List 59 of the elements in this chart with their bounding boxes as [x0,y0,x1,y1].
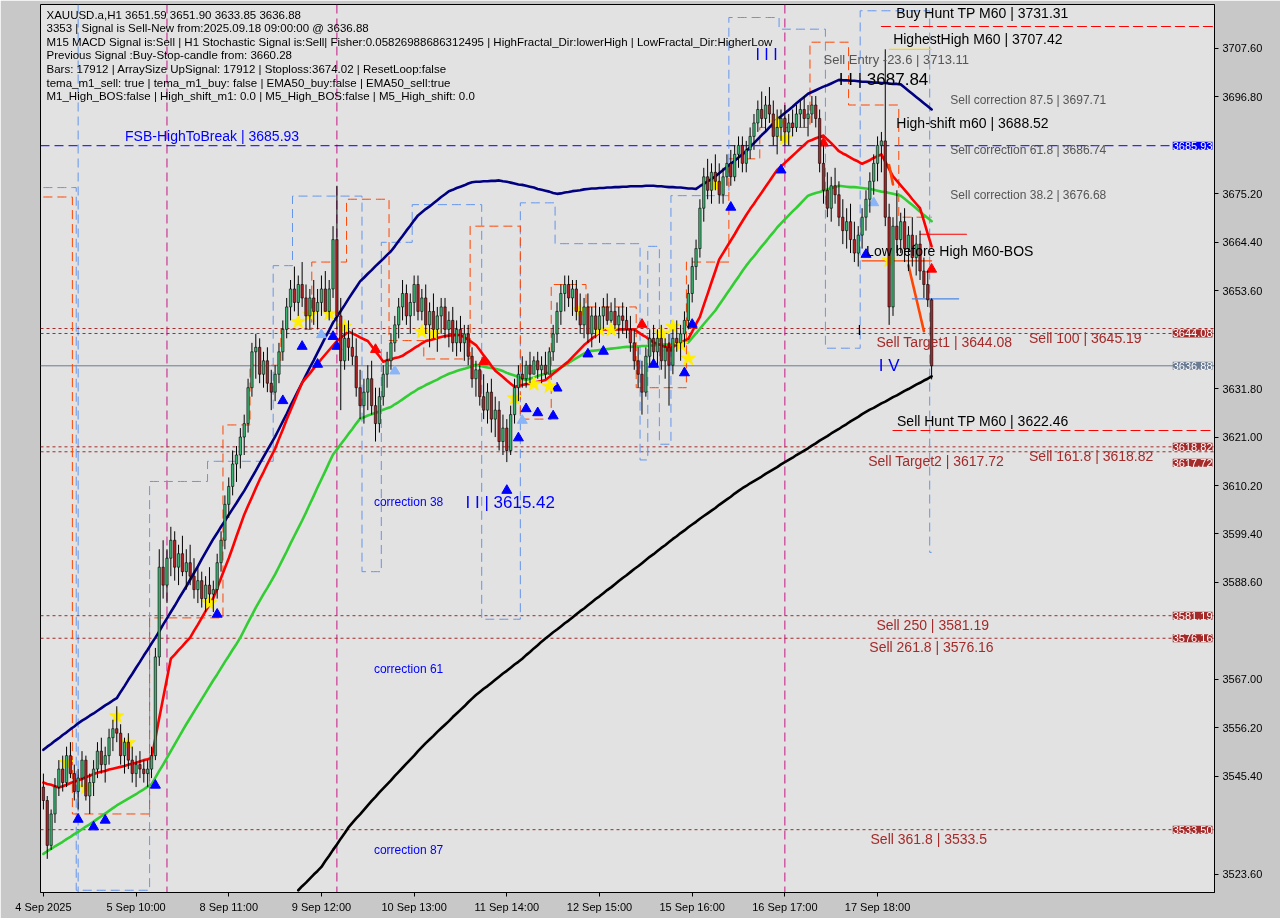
annotation: tema_m1_sell: true | tema_m1_buy: false | EMA50_buy:false | EMA50_sell:true [46,76,451,89]
series-label: HighestHigh M60 | 3707.42 [893,31,1063,48]
y-tick-label: 3588.60 [1222,576,1263,589]
annotation: Sell correction 87.5 | 3697.71 [950,93,1107,108]
y-tick-label: 3664.40 [1222,236,1263,249]
annotation: correction 87 [373,842,444,857]
x-tick-label: 9 Sep 12:00 [291,900,352,913]
annotation: Bars: 17912 | ArraySize UpSignal: 17912 | Stoploss:3674.02 | ResetLoop:false [46,62,447,75]
annotation: M15 MACD Signal is:Sell | H1 Stochastic Signal is:Sell| Fisher:0.05826988686312495 | HighFractal_Dir:lowerHigh | LowFractal_Dir:HigherLow [46,35,774,48]
annotation: Sell correction 38.2 | 3676.68 [950,187,1107,202]
annotation: Sell 250 | 3581.19 [876,616,990,633]
y-tick-label: 3567.00 [1222,673,1263,686]
annotation: Sell 361.8 | 3533.5 [870,830,988,847]
y-tick-label: 3556.20 [1222,721,1263,734]
ref-line-label: 3636.88 [1172,359,1213,372]
x-tick-label: 5 Sep 10:00 [106,900,166,913]
x-tick-label: 16 Sep 17:00 [752,900,818,913]
ref-line-label: 3618.82 [1172,440,1213,453]
ref-line-label: 3581.19 [1172,609,1213,622]
legend-label: 3617.72 [1172,456,1213,469]
annotation: Sell Target2 | 3617.72 [868,452,1005,469]
series-label: Sell Hunt TP M60 | 3622.46 [897,412,1069,429]
x-tick-label: 4 Sep 2025 [15,900,72,913]
annotation: I I | 3615.42 [465,493,555,513]
annotation: I V [878,356,901,376]
ref-line-label: 3644.08 [1172,327,1213,340]
y-tick-label: 3610.20 [1222,479,1263,492]
x-tick-label: 17 Sep 18:00 [844,900,911,913]
y-tick-label: 3523.60 [1222,868,1263,881]
ref-line-label: 3685.93 [1172,139,1213,152]
x-tick-label: 15 Sep 16:00 [659,900,725,913]
annotation: FSB-HighToBreak | 3685.93 [125,127,300,144]
annotation: Sell correction 61.8 | 3686.74 [950,143,1107,158]
y-tick-label: 3675.20 [1222,187,1263,200]
x-tick-label: 12 Sep 15:00 [566,900,633,913]
y-tick-label: 3545.40 [1222,770,1263,783]
annotation: Sell 161.8 | 3618.82 [1029,447,1154,464]
annotation: 3353 | Signal is Sell-New from:2025.09.18 09:00:00 @ 3636.88 [46,22,369,35]
annotation: High-shift m60 | 3688.52 [896,114,1049,131]
annotation: I I I [755,45,778,63]
ref-line-label: 3533.50 [1172,823,1213,836]
y-tick-label: 3631.80 [1222,382,1263,395]
y-tick-label: 3599.40 [1222,527,1263,540]
annotation: M1_High_BOS:false | High_shift_m1: 0.0 | M5_High_BOS:false | M5_High_shift: 0.0 [46,90,475,103]
annotation: Buy Hunt TP M60 | 3731.31 [896,5,1069,22]
y-tick-label: 3707.60 [1222,42,1263,55]
annotation: I [857,321,862,338]
ref-line-label: 3576.16 [1172,632,1213,645]
annotation: Sell 261.8 | 3576.16 [869,639,994,656]
x-tick-label: 8 Sep 11:00 [199,900,259,913]
y-tick-label: 3621.00 [1222,431,1263,444]
y-tick-label: 3653.60 [1222,284,1263,297]
y-tick-label: 3696.80 [1222,90,1263,103]
annotation: correction 61 [373,661,444,676]
x-tick-label: 10 Sep 13:00 [381,900,447,913]
x-tick-label: 11 Sep 14:00 [474,900,540,913]
chart-title: XAUUSD.a,H1 3651.59 3651.90 3633.85 3636.88 [46,8,301,21]
annotation: Previous Signal :Buy-Stop-candle from: 3660.28 [46,49,292,62]
annotation: correction 38 [373,494,444,509]
